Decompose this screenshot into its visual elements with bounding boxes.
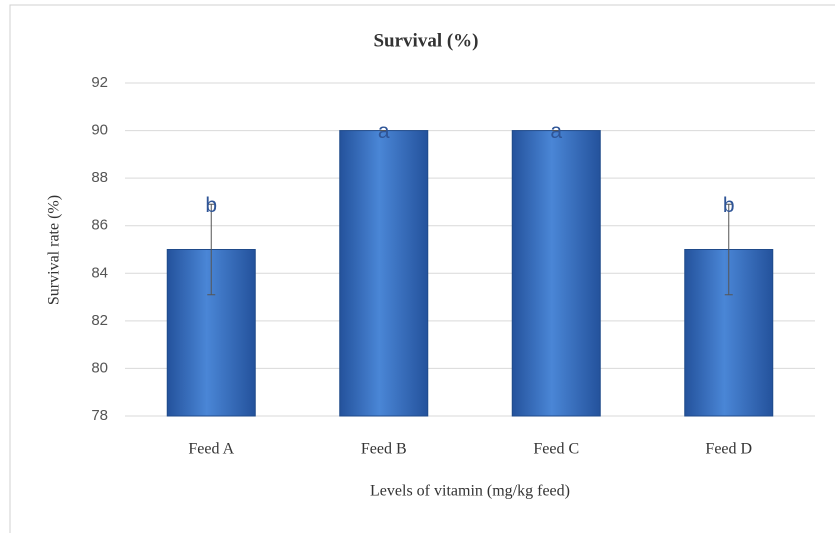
x-tick-label: Feed D	[705, 441, 752, 458]
error-bar	[724, 203, 733, 296]
y-tick-label: 84	[91, 264, 108, 281]
error-bar	[207, 203, 216, 296]
y-tick-label: 88	[91, 169, 108, 186]
y-tick-label: 86	[91, 217, 108, 234]
y-tick-label: 78	[91, 407, 108, 424]
y-tick-label: 80	[91, 359, 108, 376]
chart-title: Survival (%)	[373, 30, 478, 51]
x-tick-label: Feed C	[533, 441, 579, 458]
y-axis-label: Survival rate (%)	[46, 195, 63, 305]
significance-letter: a	[378, 120, 390, 143]
bar	[339, 130, 429, 417]
y-tick-label: 92	[91, 74, 108, 91]
significance-letter: b	[723, 194, 735, 217]
y-tick-label: 82	[91, 312, 108, 329]
x-axis-label: Levels of vitamin (mg/kg feed)	[370, 483, 570, 500]
x-tick-label: Feed B	[361, 441, 407, 458]
y-tick-label: 90	[91, 122, 108, 139]
bar	[511, 130, 601, 417]
x-tick-label: Feed A	[188, 441, 234, 458]
significance-letter: a	[550, 120, 562, 143]
significance-letter: b	[205, 194, 217, 217]
chart-frame	[9, 4, 835, 533]
